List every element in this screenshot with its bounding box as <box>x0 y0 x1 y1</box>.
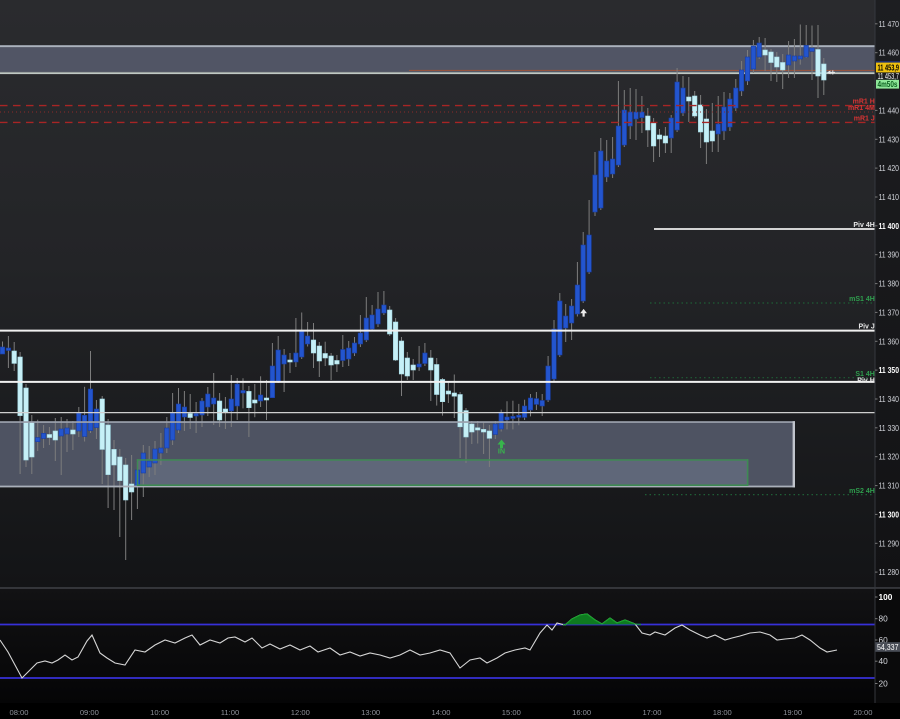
svg-text:mS1 4H: mS1 4H <box>849 296 875 303</box>
svg-text:IN: IN <box>498 447 505 456</box>
svg-text:16:00: 16:00 <box>572 708 591 717</box>
svg-text:11 360: 11 360 <box>879 336 900 346</box>
svg-text:09:00: 09:00 <box>80 708 99 717</box>
svg-text:17:00: 17:00 <box>642 708 661 717</box>
svg-text:80: 80 <box>879 614 889 624</box>
svg-text:11 470: 11 470 <box>879 19 900 29</box>
svg-text:11 390: 11 390 <box>879 250 900 260</box>
svg-text:11 453,9: 11 453,9 <box>878 62 900 72</box>
svg-text:10:00: 10:00 <box>150 708 169 717</box>
svg-text:4m50s: 4m50s <box>878 79 898 89</box>
svg-text:11 420: 11 420 <box>879 163 900 173</box>
svg-text:11 460: 11 460 <box>879 48 900 58</box>
svg-text:mS2 4H: mS2 4H <box>849 488 875 495</box>
svg-text:18:00: 18:00 <box>713 708 732 717</box>
svg-text:11 440: 11 440 <box>879 105 900 115</box>
svg-text:11 300: 11 300 <box>879 509 900 519</box>
svg-text:Piv J: Piv J <box>858 323 874 330</box>
svg-text:11:00: 11:00 <box>221 708 239 717</box>
svg-text:11 410: 11 410 <box>879 192 900 202</box>
svg-text:11 290: 11 290 <box>879 538 900 548</box>
svg-text:54,337: 54,337 <box>877 642 899 652</box>
svg-text:11 320: 11 320 <box>879 452 900 462</box>
svg-text:11 280: 11 280 <box>879 567 900 577</box>
svg-text:11 330: 11 330 <box>879 423 900 433</box>
svg-text:mR1 4M: mR1 4M <box>848 105 875 112</box>
svg-text:mR1 J: mR1 J <box>854 115 875 122</box>
svg-text:11 430: 11 430 <box>879 134 900 144</box>
svg-text:11 310: 11 310 <box>879 481 900 491</box>
svg-text:12:00: 12:00 <box>291 708 310 717</box>
svg-text:100: 100 <box>879 592 893 602</box>
svg-text:19:00: 19:00 <box>783 708 802 717</box>
svg-text:11 453,7: 11 453,7 <box>878 71 900 81</box>
svg-text:11 340: 11 340 <box>879 394 900 404</box>
svg-text:60: 60 <box>879 635 889 645</box>
svg-text:13:00: 13:00 <box>361 708 380 717</box>
svg-text:Piv 4H: Piv 4H <box>853 222 874 229</box>
svg-text:11 380: 11 380 <box>879 279 900 289</box>
svg-text:S1 4H: S1 4H <box>855 371 874 378</box>
svg-text:Piv H: Piv H <box>857 377 875 384</box>
svg-text:11 370: 11 370 <box>879 307 900 317</box>
svg-text:20:00: 20:00 <box>853 708 872 717</box>
svg-text:15:00: 15:00 <box>502 708 521 717</box>
svg-text:08:00: 08:00 <box>9 708 28 717</box>
svg-text:40: 40 <box>879 656 889 666</box>
svg-text:11 350: 11 350 <box>879 365 900 375</box>
svg-text:14:00: 14:00 <box>431 708 450 717</box>
svg-text:20: 20 <box>879 679 889 689</box>
svg-text:11 400: 11 400 <box>879 221 900 231</box>
svg-text:mR1 H: mR1 H <box>853 98 875 105</box>
